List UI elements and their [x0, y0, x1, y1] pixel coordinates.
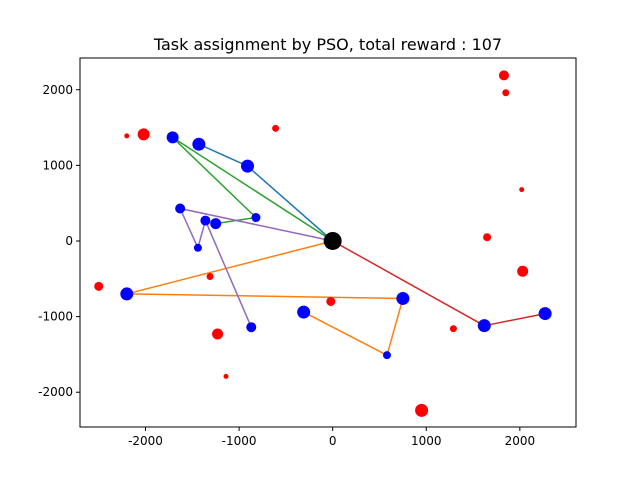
- unassigned-task-point-7: [483, 233, 492, 242]
- assigned-task-point-15: [538, 307, 552, 321]
- assigned-task-point-3: [241, 159, 255, 173]
- unassigned-task-point-13: [212, 328, 224, 340]
- assigned-task-point-10: [246, 322, 257, 333]
- unassigned-task-point-12: [449, 325, 457, 333]
- assigned-task-point-6: [210, 218, 222, 230]
- unassigned-task-point-14: [223, 373, 229, 379]
- depot-point: [323, 231, 342, 250]
- unassigned-task-point-3: [137, 128, 150, 141]
- y-tick-label: 1000: [42, 158, 73, 172]
- unassigned-task-point-4: [124, 133, 130, 139]
- assigned-task-point-13: [382, 351, 391, 360]
- unassigned-task-point-1: [498, 70, 509, 81]
- x-tick-label: -1000: [222, 434, 257, 448]
- chart-title: Task assignment by PSO, total reward : 1…: [153, 35, 502, 54]
- x-tick-label: -2000: [128, 434, 163, 448]
- y-tick-label: -2000: [38, 385, 73, 399]
- y-tick-label: -1000: [38, 310, 73, 324]
- unassigned-task-point-10: [206, 273, 214, 281]
- unassigned-task-point-6: [519, 187, 525, 193]
- unassigned-task-point-5: [272, 124, 280, 132]
- unassigned-task-point-11: [326, 296, 336, 306]
- x-axis-ticks: -2000 -1000 0 1000 2000: [128, 427, 535, 448]
- y-tick-label: 2000: [42, 83, 73, 97]
- x-tick-label: 2000: [505, 434, 536, 448]
- y-tick-label: 0: [65, 234, 73, 248]
- assigned-task-point-2: [192, 137, 206, 151]
- assigned-task-point-1: [166, 131, 179, 144]
- points-layer: [94, 70, 552, 417]
- assigned-task-point-7: [251, 213, 261, 223]
- unassigned-task-point-2: [502, 89, 510, 97]
- unassigned-task-point-8: [517, 265, 529, 277]
- assigned-task-point-5: [200, 215, 211, 226]
- unassigned-task-point-15: [415, 403, 429, 417]
- assigned-task-point-11: [297, 305, 311, 319]
- unassigned-task-point-9: [94, 281, 104, 291]
- x-tick-label: 1000: [411, 434, 442, 448]
- x-tick-label: 0: [329, 434, 337, 448]
- assigned-task-point-4: [175, 203, 186, 214]
- assigned-task-point-8: [193, 243, 202, 252]
- assigned-task-point-9: [120, 287, 134, 301]
- y-axis-ticks: -2000 -1000 0 1000 2000: [38, 83, 80, 399]
- assigned-task-point-12: [396, 291, 410, 305]
- plot-area-frame: [79, 57, 577, 428]
- assigned-task-point-14: [477, 319, 491, 333]
